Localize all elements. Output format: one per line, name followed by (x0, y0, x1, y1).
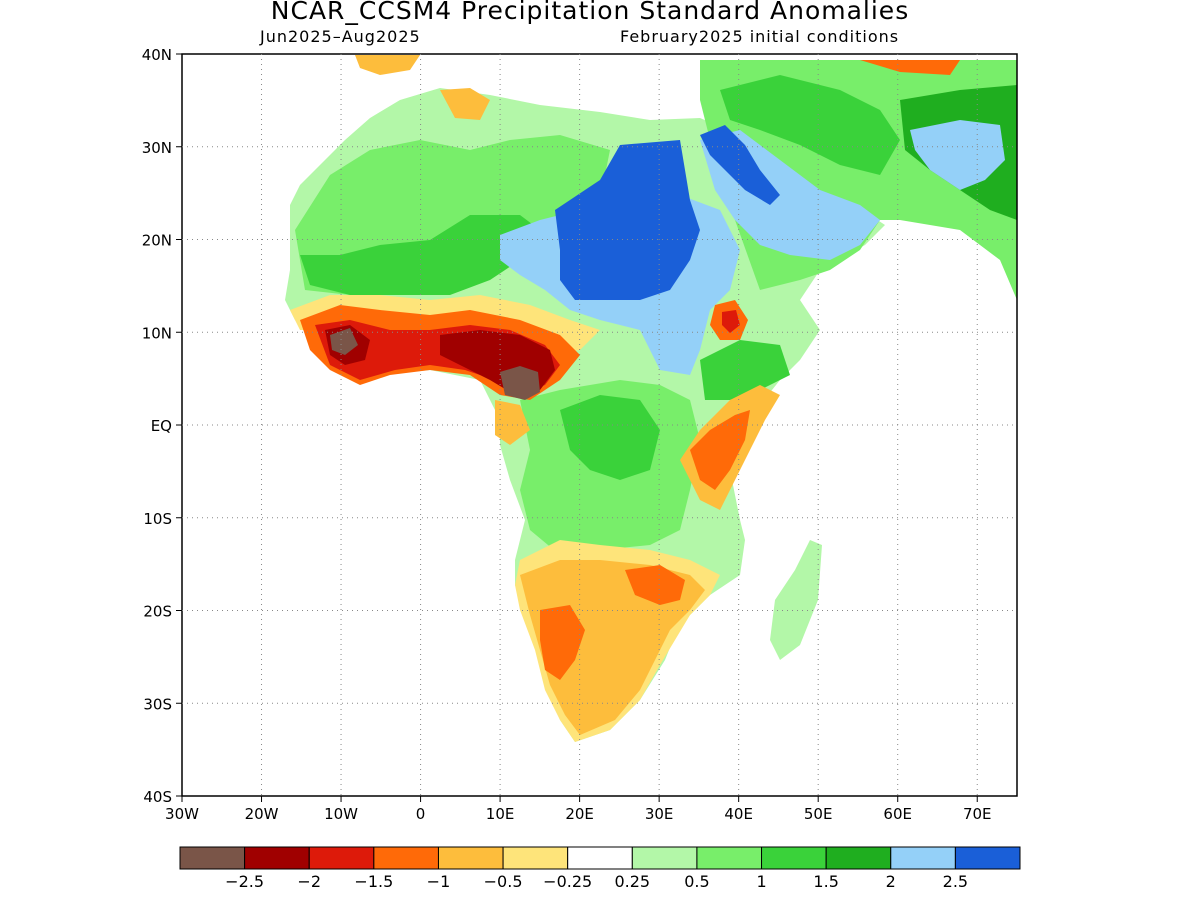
lat-label: 20N (142, 232, 172, 250)
colorbar-label: 2.5 (943, 872, 968, 891)
colorbar-label: 1 (756, 872, 766, 891)
lat-label: 20S (143, 603, 172, 621)
longitude-labels: 30W 20W 10W 0 10E 20E 30E 40E 50E 60E 70E (165, 805, 991, 823)
lon-label: 10W (324, 805, 358, 823)
forecast-period: Jun2025–Aug2025 (260, 27, 421, 46)
colorbar (179, 846, 1021, 870)
colorbar-swatch (244, 846, 310, 870)
lat-label: 30S (143, 695, 172, 713)
lon-label: 30E (645, 805, 674, 823)
madagascar-field (770, 540, 822, 660)
colorbar-labels: −2.5 −2 −1.5 −1 −0.5 −0.25 0.25 0.5 1 1.5 2 2.5 (225, 872, 968, 891)
colorbar-label: 0.5 (684, 872, 709, 891)
anomaly-zone-congo-green (560, 395, 660, 480)
colorbar-label: 1.5 (813, 872, 838, 891)
anomaly-zone-iran-orange (860, 60, 960, 75)
lon-label: 60E (883, 805, 912, 823)
colorbar-swatch (373, 846, 439, 870)
anomaly-zone-egypt-dark-blue (700, 125, 780, 205)
colorbar-swatch (308, 846, 375, 870)
anomaly-zone-sahel-green (300, 215, 540, 295)
colorbar-swatch (631, 846, 698, 870)
colorbar-swatch (761, 846, 827, 870)
lon-label: 20W (245, 805, 279, 823)
colorbar-swatch (502, 846, 569, 870)
colorbar-swatch (567, 846, 633, 870)
map-plot-area (285, 55, 1017, 742)
colorbar-label: −0.5 (484, 872, 523, 891)
colorbar-label: −0.25 (543, 872, 592, 891)
lon-label: 40E (724, 805, 753, 823)
latitude-labels: 40N 30N 20N 10N EQ 10S 20S 30S 40S (142, 46, 172, 806)
colorbar-swatch (825, 846, 892, 870)
colorbar-label: 0.25 (614, 872, 650, 891)
colorbar-label: −2.5 (225, 872, 264, 891)
lon-label: 20E (565, 805, 594, 823)
initial-conditions: February2025 initial conditions (620, 27, 900, 46)
colorbar-label: 2 (886, 872, 896, 891)
colorbar-swatch (954, 846, 1021, 870)
colorbar-swatch (437, 846, 504, 870)
lon-label: 70E (963, 805, 992, 823)
lat-label: 10S (143, 510, 172, 528)
colorbar-swatch (890, 846, 956, 870)
anomaly-zone-arabia-green (720, 75, 900, 175)
anomaly-zone-northmaghreb-orange (440, 88, 490, 120)
colorbar-swatch (696, 846, 763, 870)
anomaly-zone-cameroon-brown (500, 366, 540, 400)
anomaly-zone-iberia-orange (355, 55, 420, 75)
lon-label: 0 (416, 805, 426, 823)
anomaly-zone-sudan-dark-blue (555, 140, 700, 300)
lat-label: 30N (142, 139, 172, 157)
colorbar-label: −2 (297, 872, 321, 891)
lat-label: 10N (142, 324, 172, 342)
colorbar-label: −1.5 (354, 872, 393, 891)
lon-label: 50E (804, 805, 833, 823)
lon-label: 30W (165, 805, 199, 823)
anomaly-zone-guinea-brown (330, 328, 358, 355)
colorbar-swatch (179, 846, 246, 870)
lat-label: 40N (142, 46, 172, 64)
map-title: NCAR_CCSM4 Precipitation Standard Anomal… (270, 0, 910, 25)
anomaly-zone-east-green (700, 340, 790, 400)
colorbar-label: −1 (427, 872, 451, 891)
anomaly-zone-ethiopia-red (722, 310, 740, 333)
anomaly-zone-namibia-darkorange (540, 605, 585, 680)
lat-label: 40S (143, 788, 172, 806)
map-grid (176, 53, 1017, 802)
lon-label: 10E (486, 805, 515, 823)
anomaly-zone-kenya-darkorange (690, 410, 750, 490)
anomaly-zone-gulf-blue (910, 120, 1005, 190)
anomaly-zone-gabon-orange (495, 400, 530, 445)
anomaly-zone-zambia-darkorange (625, 565, 685, 605)
lat-label: EQ (151, 417, 172, 435)
